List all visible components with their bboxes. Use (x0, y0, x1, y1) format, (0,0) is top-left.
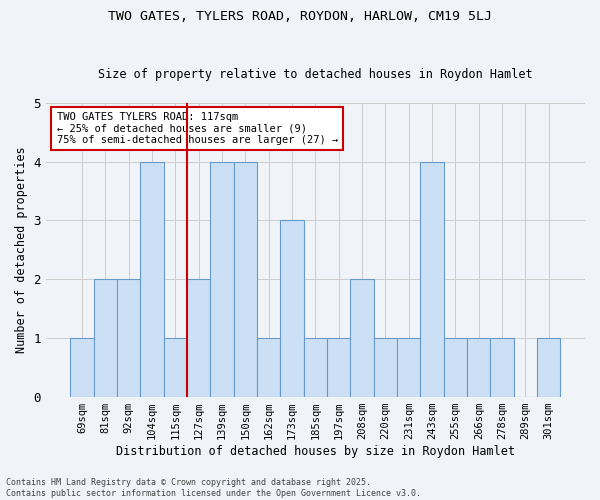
Y-axis label: Number of detached properties: Number of detached properties (15, 146, 28, 353)
Bar (280, 220, 304, 396)
Bar (467, 338, 490, 396)
X-axis label: Distribution of detached houses by size in Roydon Hamlet: Distribution of detached houses by size … (116, 444, 515, 458)
Text: TWO GATES TYLERS ROAD: 117sqm
← 25% of detached houses are smaller (9)
75% of se: TWO GATES TYLERS ROAD: 117sqm ← 25% of d… (56, 112, 338, 145)
Text: TWO GATES, TYLERS ROAD, ROYDON, HARLOW, CM19 5LJ: TWO GATES, TYLERS ROAD, ROYDON, HARLOW, … (108, 10, 492, 23)
Bar (70, 338, 94, 396)
Bar (187, 279, 211, 396)
Bar (304, 338, 327, 396)
Bar (350, 279, 374, 396)
Bar (444, 338, 467, 396)
Bar (94, 279, 117, 396)
Title: Size of property relative to detached houses in Roydon Hamlet: Size of property relative to detached ho… (98, 68, 533, 81)
Bar (234, 162, 257, 396)
Bar (490, 338, 514, 396)
Bar (421, 162, 444, 396)
Bar (164, 338, 187, 396)
Bar (374, 338, 397, 396)
Bar (397, 338, 421, 396)
Bar (327, 338, 350, 396)
Bar (117, 279, 140, 396)
Bar (257, 338, 280, 396)
Bar (537, 338, 560, 396)
Bar (211, 162, 234, 396)
Bar (140, 162, 164, 396)
Text: Contains HM Land Registry data © Crown copyright and database right 2025.
Contai: Contains HM Land Registry data © Crown c… (6, 478, 421, 498)
